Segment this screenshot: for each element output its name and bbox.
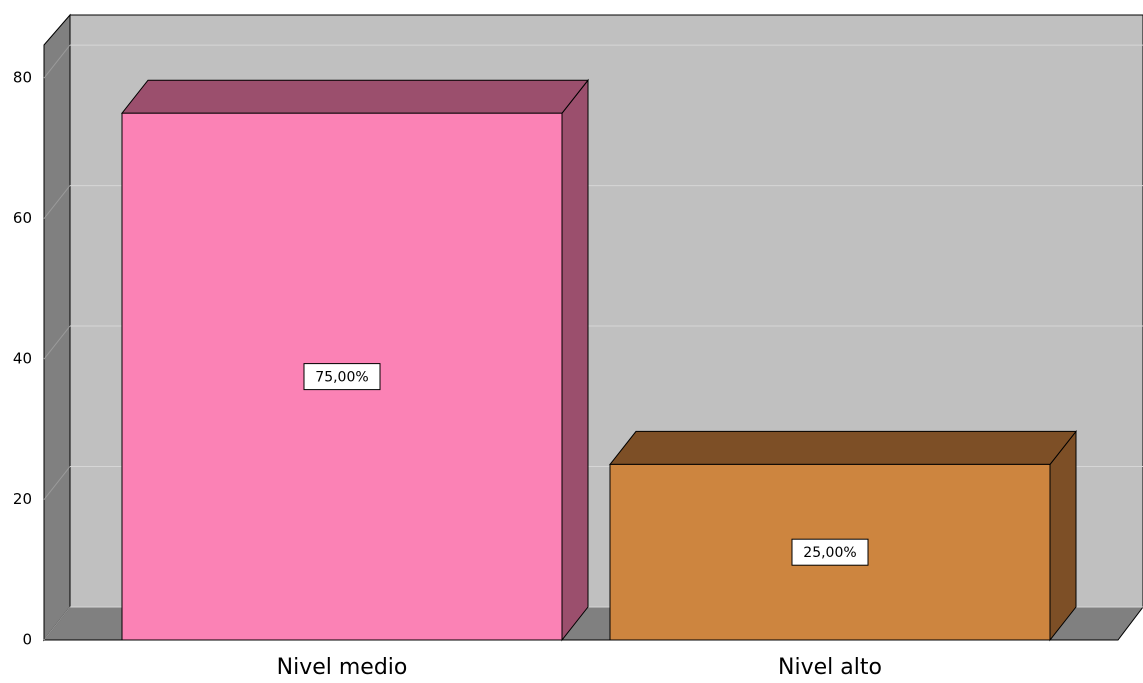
value-label-box — [791, 538, 869, 566]
y-tick-label: 40 — [13, 350, 32, 368]
y-tick-label: 80 — [13, 69, 32, 87]
grid-line — [43, 466, 71, 500]
left-wall — [43, 13, 71, 642]
y-tick-label: 20 — [13, 490, 32, 508]
grid-line — [43, 606, 71, 641]
value-label-box — [303, 363, 381, 391]
value-label: 25,00% — [803, 545, 856, 561]
bar-top — [608, 430, 1078, 465]
y-tick-label: 0 — [22, 631, 32, 649]
y-tick-label: 60 — [13, 209, 32, 227]
bar-side — [561, 78, 589, 642]
x-tick-label: Nivel medio — [277, 655, 408, 680]
bar-top — [120, 79, 590, 114]
value-label: 75,00% — [315, 370, 368, 386]
bar-side — [1049, 429, 1077, 642]
grid-line — [43, 325, 71, 360]
grid-line — [43, 185, 71, 219]
x-tick-label: Nivel alto — [778, 655, 882, 680]
grid-line — [43, 44, 71, 79]
